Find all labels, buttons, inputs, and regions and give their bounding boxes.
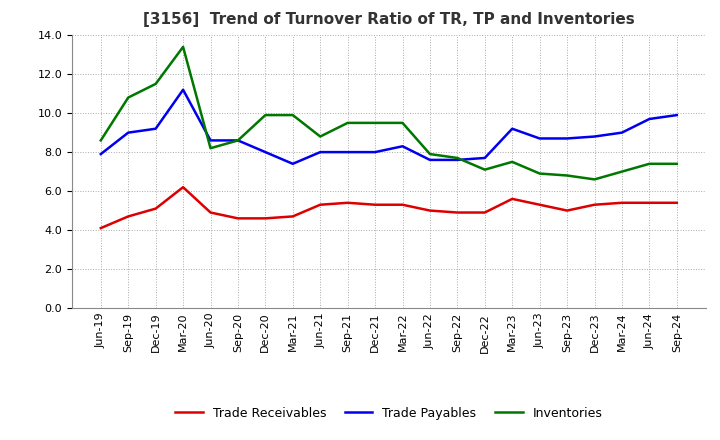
Inventories — [261, 113, 270, 118]
Trade Receivables — [371, 202, 379, 207]
Trade Payables — [233, 138, 242, 143]
Trade Payables — [96, 151, 105, 157]
Line: Trade Receivables: Trade Receivables — [101, 187, 677, 228]
Trade Payables — [563, 136, 572, 141]
Trade Receivables — [536, 202, 544, 207]
Trade Payables — [508, 126, 516, 132]
Trade Receivables — [645, 200, 654, 205]
Trade Payables — [206, 138, 215, 143]
Trade Receivables — [233, 216, 242, 221]
Line: Inventories: Inventories — [101, 47, 677, 180]
Trade Payables — [480, 155, 489, 161]
Inventories — [371, 120, 379, 125]
Trade Receivables — [289, 214, 297, 219]
Inventories — [96, 138, 105, 143]
Trade Receivables — [398, 202, 407, 207]
Inventories — [618, 169, 626, 174]
Trade Payables — [289, 161, 297, 166]
Trade Payables — [590, 134, 599, 139]
Trade Receivables — [206, 210, 215, 215]
Trade Receivables — [96, 225, 105, 231]
Trade Payables — [151, 126, 160, 132]
Inventories — [508, 159, 516, 165]
Trade Payables — [672, 113, 681, 118]
Trade Receivables — [618, 200, 626, 205]
Trade Payables — [618, 130, 626, 135]
Inventories — [343, 120, 352, 125]
Inventories — [206, 146, 215, 151]
Inventories — [316, 134, 325, 139]
Trade Receivables — [672, 200, 681, 205]
Trade Payables — [426, 157, 434, 162]
Trade Payables — [343, 150, 352, 155]
Trade Payables — [398, 143, 407, 149]
Inventories — [480, 167, 489, 172]
Inventories — [453, 155, 462, 161]
Trade Receivables — [590, 202, 599, 207]
Inventories — [179, 44, 187, 50]
Trade Payables — [536, 136, 544, 141]
Trade Payables — [261, 150, 270, 155]
Trade Payables — [316, 150, 325, 155]
Inventories — [672, 161, 681, 166]
Trade Receivables — [124, 214, 132, 219]
Inventories — [426, 151, 434, 157]
Inventories — [563, 173, 572, 178]
Trade Receivables — [316, 202, 325, 207]
Inventories — [124, 95, 132, 100]
Trade Receivables — [508, 196, 516, 202]
Trade Payables — [371, 150, 379, 155]
Trade Receivables — [179, 184, 187, 190]
Trade Receivables — [453, 210, 462, 215]
Inventories — [398, 120, 407, 125]
Trade Receivables — [480, 210, 489, 215]
Line: Trade Payables: Trade Payables — [101, 90, 677, 164]
Inventories — [645, 161, 654, 166]
Trade Receivables — [261, 216, 270, 221]
Inventories — [151, 81, 160, 87]
Trade Payables — [645, 116, 654, 121]
Trade Receivables — [151, 206, 160, 211]
Inventories — [536, 171, 544, 176]
Inventories — [289, 113, 297, 118]
Trade Receivables — [426, 208, 434, 213]
Title: [3156]  Trend of Turnover Ratio of TR, TP and Inventories: [3156] Trend of Turnover Ratio of TR, TP… — [143, 12, 634, 27]
Inventories — [590, 177, 599, 182]
Trade Payables — [124, 130, 132, 135]
Trade Payables — [453, 157, 462, 162]
Trade Payables — [179, 87, 187, 92]
Legend: Trade Receivables, Trade Payables, Inventories: Trade Receivables, Trade Payables, Inven… — [170, 402, 608, 425]
Trade Receivables — [343, 200, 352, 205]
Inventories — [233, 138, 242, 143]
Trade Receivables — [563, 208, 572, 213]
